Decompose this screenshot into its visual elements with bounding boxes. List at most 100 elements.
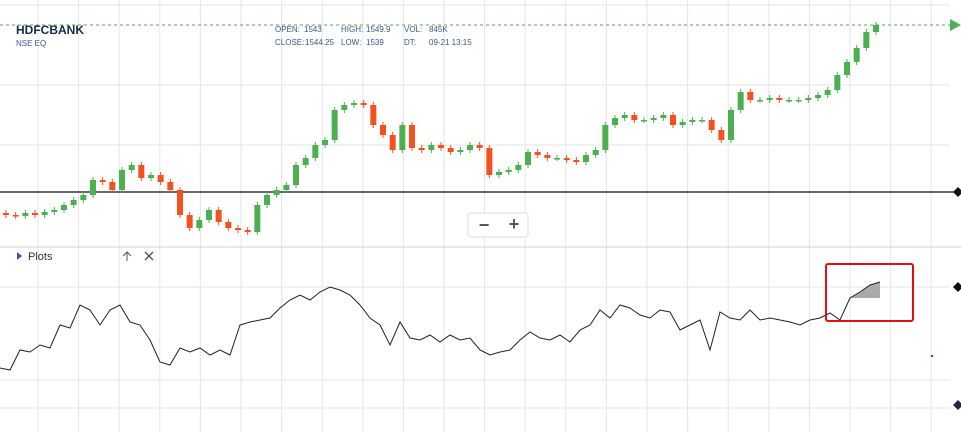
candle-body: [380, 125, 386, 135]
expand-icon[interactable]: [17, 252, 22, 260]
quote-label: LOW:: [341, 38, 361, 47]
candle-body: [718, 130, 725, 140]
quote-label: OPEN:: [275, 25, 300, 34]
symbol: HDFCBANK: [16, 23, 84, 37]
quote-value: 09-21 13:15: [429, 38, 472, 47]
indicator-line: [0, 281, 881, 371]
candle-body: [273, 190, 280, 195]
candle-body: [679, 122, 686, 125]
candle-body: [351, 103, 357, 105]
candle-body: [641, 120, 647, 122]
panel-title[interactable]: Plots: [28, 251, 53, 263]
candle-body: [708, 120, 715, 130]
candle-body: [621, 115, 628, 118]
candle-body: [757, 100, 763, 102]
quote-label: CLOSE:: [275, 38, 304, 47]
candle-body: [41, 212, 48, 215]
candle-body: [244, 230, 251, 232]
candle-body: [689, 120, 696, 122]
candle-body: [650, 118, 657, 120]
candle-body: [602, 125, 609, 150]
move-up-icon[interactable]: [122, 251, 132, 261]
quote-label: VOL:: [404, 25, 422, 34]
quote-label: DT:: [404, 38, 416, 47]
candle-body: [428, 145, 435, 150]
quote-label: HIGH:: [341, 25, 363, 34]
candle-body: [90, 180, 96, 195]
candle-body: [360, 103, 367, 105]
exchange: NSE EQ: [16, 39, 46, 48]
candle-body: [766, 98, 773, 100]
quote-value: 1543: [304, 25, 322, 34]
candle-body: [554, 158, 560, 160]
candle-body: [853, 48, 860, 62]
price-marker: [950, 19, 961, 31]
candle-body: [418, 148, 425, 150]
candle-body: [80, 195, 87, 200]
candle-body: [824, 90, 831, 95]
candle-body: [283, 185, 290, 190]
candle-body: [215, 210, 222, 222]
candle-body: [534, 152, 541, 155]
candle-body: [486, 148, 493, 175]
candle-body: [389, 135, 396, 150]
candle-body: [612, 118, 618, 125]
candle-body: [515, 165, 522, 170]
reference-marker: [953, 187, 961, 197]
candle-body: [51, 210, 58, 212]
candle-body: [109, 182, 116, 190]
candle-body: [264, 195, 270, 205]
candle-body: [138, 165, 145, 178]
close-icon[interactable]: [144, 251, 154, 261]
candle-body: [3, 213, 9, 215]
candle-body: [99, 180, 106, 182]
candle-body: [660, 115, 667, 118]
zoom-in[interactable]: +: [509, 214, 520, 234]
candle-body: [196, 220, 203, 228]
candle-body: [805, 98, 812, 100]
candle-body: [544, 155, 551, 158]
candle-body: [186, 215, 193, 228]
candle-body: [747, 92, 754, 100]
candle-body: [438, 145, 444, 148]
candle-body: [341, 105, 348, 110]
indicator: [0, 281, 881, 371]
candle-body: [322, 140, 328, 145]
candle-body: [728, 110, 734, 140]
candle-body: [631, 115, 638, 120]
candle-body: [505, 170, 512, 172]
quote-value: 1549.9: [366, 25, 391, 34]
candle-body: [776, 98, 783, 100]
candle-body: [496, 172, 502, 175]
panel-marker: [953, 400, 961, 410]
zoom-control: [467, 212, 529, 238]
zoom-in-button[interactable]: +: [509, 214, 520, 234]
zoom-out-button[interactable]: −: [479, 215, 490, 235]
candle-body: [302, 158, 309, 165]
candle-body: [409, 125, 415, 148]
candle-body: [583, 155, 589, 162]
quote: OPEN: 1543 HIGH: 1549.9 VOL: 845K CLOSE: 1544.2…: [275, 25, 472, 47]
candle-body: [32, 213, 38, 215]
quote-value: 1539: [366, 38, 384, 47]
candle-body: [61, 205, 67, 210]
candle-body: [815, 95, 821, 98]
candle-body: [834, 75, 841, 90]
panel-marker: [953, 282, 961, 292]
candle-body: [206, 210, 212, 220]
candle-body: [293, 165, 299, 185]
candle-body: [370, 105, 377, 125]
candle-body: [119, 170, 125, 190]
candle-body: [795, 100, 802, 102]
candle-body: [670, 115, 676, 125]
candle-body: [563, 158, 570, 160]
candle-body: [525, 152, 531, 165]
candle-body: [22, 213, 29, 216]
zoom-out[interactable]: −: [479, 215, 490, 235]
candle-body: [331, 110, 338, 140]
candle-body: [70, 200, 77, 205]
highlight-annotation: [825, 263, 914, 322]
candles: [3, 22, 879, 235]
